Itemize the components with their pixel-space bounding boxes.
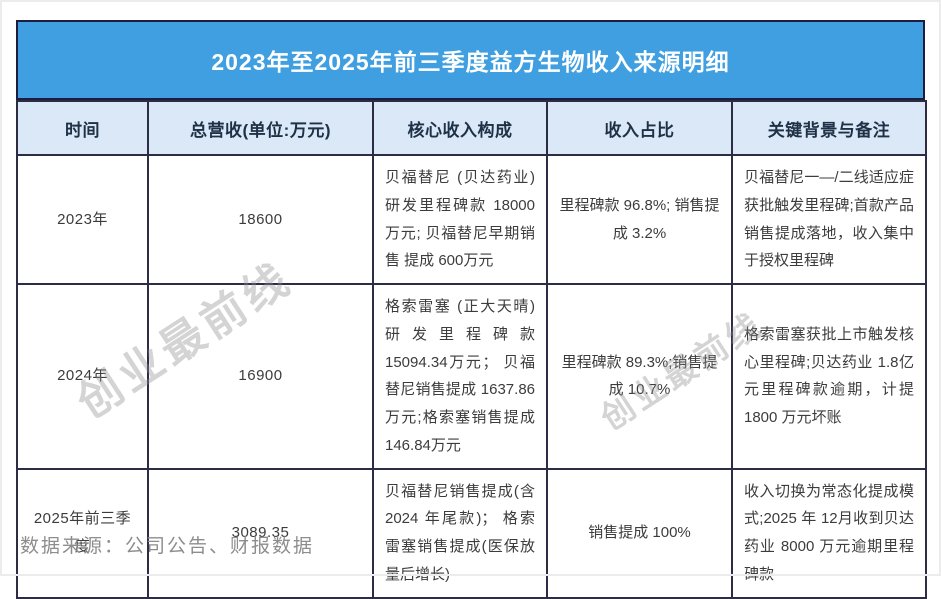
data-source-note: 数据来源：公司公告、财报数据 [20, 536, 315, 557]
table-title: 2023年至2025年前三季度益方生物收入来源明细 [211, 49, 730, 75]
cell-composition-2023: 贝福替尼 (贝达药业) 研发里程碑款 18000万元; 贝福替尼早期销售 提成 … [372, 154, 548, 285]
cell-revenue-2023: 18600 [147, 154, 374, 285]
header-composition: 核心收入构成 [372, 100, 548, 156]
cell-notes-2024: 格索雷塞获批上市触发核心里程碑;贝达药业 1.8亿元里程碑款逾期，计提 1800… [731, 283, 927, 470]
cell-composition-2024: 格索雷塞 (正大天晴) 研发里程碑款15094.34万元； 贝福替尼销售提成 1… [372, 283, 548, 470]
header-notes: 关键背景与备注 [731, 100, 927, 156]
cell-period-2024: 2024年 [16, 283, 149, 470]
cell-notes-2025q3: 收入切换为常态化提成模式;2025 年 12月收到贝达药业 8000 万元逾期里… [731, 467, 927, 599]
table-header-row: 时间 总营收(单位:万元) 核心收入构成 收入占比 关键背景与备注 [16, 100, 927, 156]
header-share: 收入占比 [546, 100, 733, 156]
table-row-2024: 2024年 16900 格索雷塞 (正大天晴) 研发里程碑款15094.34万元… [16, 283, 927, 470]
cell-composition-2025q3: 贝福替尼销售提成(含 2024 年尾款)； 格索雷塞销售提成(医保放量后增长) [372, 467, 548, 599]
table-row-2023: 2023年 18600 贝福替尼 (贝达药业) 研发里程碑款 18000万元; … [16, 154, 927, 285]
cell-share-2023: 里程碑款 96.8%; 销售提成 3.2% [546, 154, 733, 285]
cell-revenue-2024: 16900 [147, 283, 374, 470]
revenue-table: 时间 总营收(单位:万元) 核心收入构成 收入占比 关键背景与备注 2023年 … [16, 100, 927, 599]
cell-share-2025q3: 销售提成 100% [546, 467, 733, 599]
revenue-table-card: 2023年至2025年前三季度益方生物收入来源明细 时间 总营收(单位:万元) … [16, 20, 927, 599]
header-period: 时间 [16, 100, 149, 156]
header-revenue: 总营收(单位:万元) [147, 100, 374, 156]
table-title-bar: 2023年至2025年前三季度益方生物收入来源明细 [16, 20, 925, 100]
cell-notes-2023: 贝福替尼一—/二线适应症获批触发里程碑;首款产品销售提成落地，收入集中于授权里程… [731, 154, 927, 285]
cell-period-2023: 2023年 [16, 154, 149, 285]
cell-share-2024: 里程碑款 89.3%;销售提成 10.7% [546, 283, 733, 470]
